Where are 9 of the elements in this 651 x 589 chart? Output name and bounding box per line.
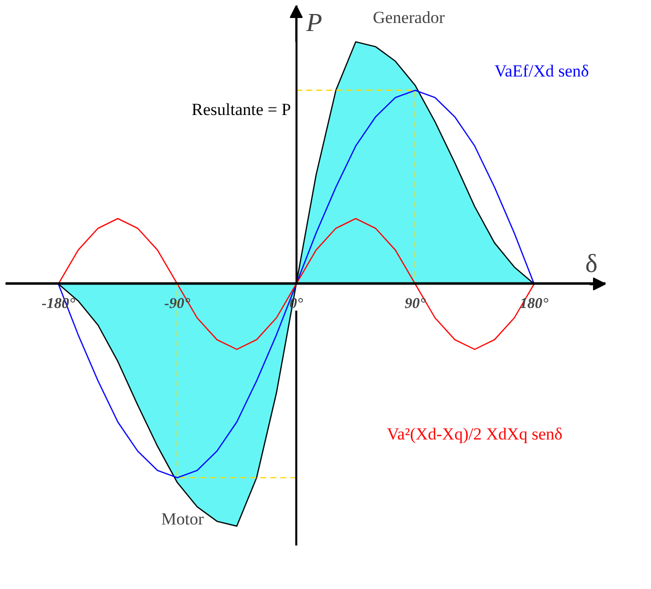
x-tick-label: 90° [404, 296, 426, 312]
text: VaEf/Xd senδ [494, 61, 589, 80]
text: Va²(Xd-Xq)/2 XdXq senδ [386, 424, 562, 444]
annotation: Motor [161, 509, 204, 528]
x-axis-title: δ [585, 248, 598, 278]
text: Resultante = P [192, 100, 291, 120]
x-tick-label: -90° [164, 296, 190, 312]
y-axis-title: P [305, 8, 322, 37]
text: Generador [372, 8, 445, 28]
